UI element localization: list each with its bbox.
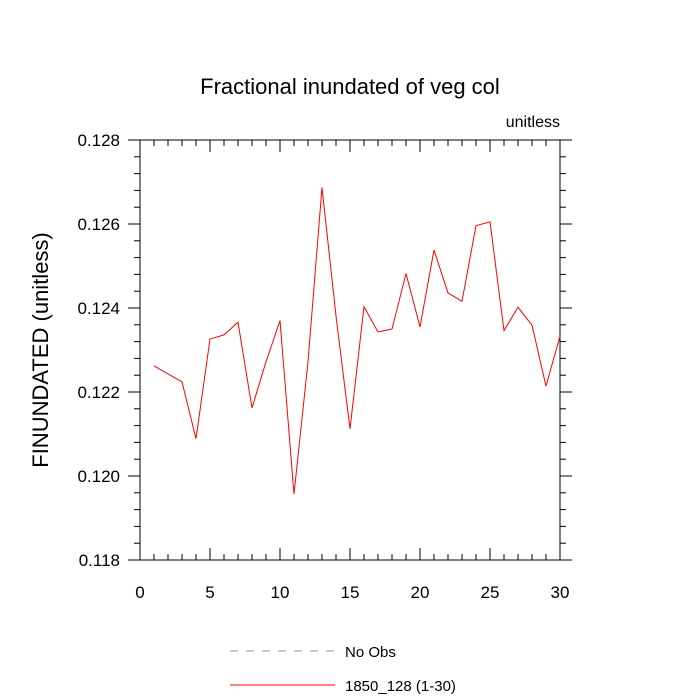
x-tick-label: 25 — [481, 583, 500, 602]
x-tick-label: 5 — [205, 583, 214, 602]
y-tick-label: 0.126 — [77, 215, 120, 234]
plot-frame — [139, 139, 561, 561]
series-lines — [153, 187, 561, 495]
axis-ticks — [128, 139, 572, 561]
x-tick-label: 20 — [411, 583, 430, 602]
legend-label: No Obs — [345, 644, 396, 661]
series-line — [153, 187, 561, 495]
y-axis-label: FINUNDATED (unitless) — [28, 232, 53, 468]
y-tick-label: 0.122 — [77, 383, 120, 402]
legend: No Obs 1850_128 (1-30) — [230, 644, 456, 695]
chart-title: Fractional inundated of veg col — [200, 74, 500, 99]
axis-tick-labels: 0 5 10 15 20 25 30 0.118 0.120 0.122 0.124 0.126 0.1… — [77, 131, 569, 602]
units-label: unitless — [506, 114, 560, 131]
y-tick-label: 0.124 — [77, 299, 120, 318]
x-tick-label: 10 — [271, 583, 290, 602]
y-tick-label: 0.118 — [79, 551, 120, 570]
x-tick-label: 30 — [551, 583, 570, 602]
y-tick-label: 0.120 — [77, 467, 120, 486]
y-tick-label: 0.128 — [77, 131, 120, 150]
x-tick-label: 0 — [135, 583, 144, 602]
x-tick-label: 15 — [341, 583, 360, 602]
legend-label: 1850_128 (1-30) — [345, 678, 456, 695]
